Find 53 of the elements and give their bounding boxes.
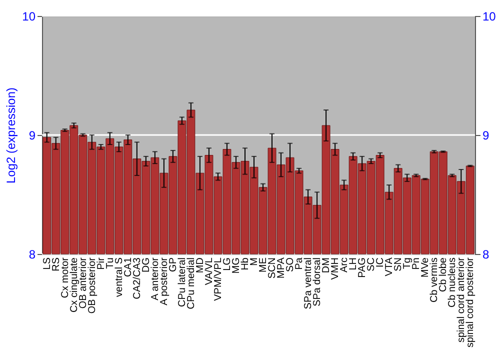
x-tick-label: CPu lateral [176, 258, 188, 307]
x-tick-label: RS [50, 257, 62, 272]
x-tick-label: VPM/VPL [212, 257, 224, 301]
x-tick-label: MG [230, 257, 242, 274]
x-tick-label: CPu medial [186, 258, 197, 310]
x-tick-label: ME [258, 257, 270, 272]
x-tick-label: A posterior [158, 256, 170, 306]
x-tick-label: CA2/CA3 [132, 257, 143, 300]
x-tick-label: Tu [104, 258, 116, 269]
y-tick-label: 9 [28, 128, 36, 142]
x-tick-label: Cx motor [60, 256, 71, 298]
x-tick-label: VA/VL [204, 257, 215, 286]
x-tick-label: LG [222, 257, 233, 271]
x-tick-label: SCN [267, 258, 278, 279]
x-tick-label: OB posterior [86, 256, 98, 314]
x-tick-label: Tg [402, 258, 414, 270]
x-tick-label: Pa [294, 257, 306, 270]
x-tick-label: IC [375, 258, 386, 268]
x-tick-label: DM [321, 258, 332, 274]
x-tick-label: Hb [240, 257, 251, 270]
y-tick-label: 10 [22, 10, 36, 24]
x-tick-label: SPa dorsal [312, 258, 324, 306]
x-tick-label: DG [140, 257, 152, 272]
x-tick-label: Cb lobe [438, 257, 450, 292]
x-tick-label: SC [366, 258, 378, 272]
y2-tick-label: 8 [482, 248, 490, 262]
x-tick-label: LS [42, 257, 53, 270]
x-tick-label: Pir [96, 256, 107, 270]
x-tick-label: MVe [420, 257, 432, 278]
x-tick-label: Arc [339, 258, 350, 272]
x-tick-label: spinal cord posterior [465, 256, 476, 348]
x-tick-label: VMH [330, 258, 342, 280]
x-tick-label: CA1 [122, 257, 134, 277]
y2-tick-label: 9 [482, 128, 490, 142]
y-axis-title: Log2 (expression) [4, 87, 18, 184]
x-tick-label: Cx cingulate [68, 257, 80, 313]
x-tick-label: SO [285, 257, 296, 272]
x-tick-label: spinal cord anterior [456, 256, 468, 343]
x-tick-label: MD [194, 258, 206, 274]
x-tick-label: GP [168, 257, 179, 272]
y-tick-label: 8 [28, 248, 36, 262]
x-tick-label: SN [393, 258, 404, 272]
x-tick-label: PAG [357, 257, 368, 278]
x-tick-label: OB anterior [78, 256, 89, 309]
x-tick-label: LH [348, 258, 360, 270]
x-tick-label: A anterior [150, 256, 161, 300]
x-tick-label: MPA [276, 257, 288, 278]
x-tick-label: Pn [411, 258, 422, 270]
x-tick-label: Cb nucleus [447, 258, 458, 308]
y2-tick-label: 10 [482, 10, 496, 24]
x-tick-label: M [248, 258, 260, 266]
x-tick-label: VTA [384, 257, 396, 276]
x-tick-label: ventral S [114, 257, 125, 297]
